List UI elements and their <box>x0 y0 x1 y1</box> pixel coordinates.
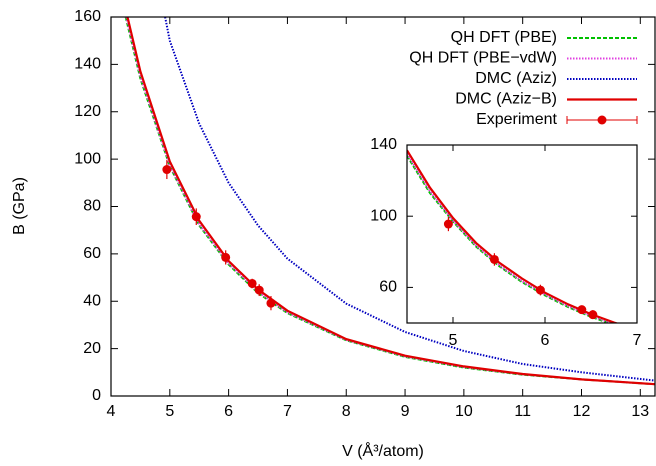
data-point <box>254 285 264 295</box>
y-tick-label: 160 <box>74 8 101 25</box>
y-tick-label: 120 <box>74 103 101 120</box>
legend-label: DMC (Aziz−B) <box>455 91 557 108</box>
x-tick-label: 13 <box>631 403 649 420</box>
curve <box>407 153 615 323</box>
x-tick-label: 6 <box>541 332 550 349</box>
data-point <box>489 254 499 264</box>
y-tick-label: 140 <box>74 56 101 73</box>
x-tick-label: 10 <box>455 403 473 420</box>
y-tick-label: 100 <box>74 150 101 167</box>
y-tick-label: 100 <box>370 207 397 224</box>
x-tick-label: 11 <box>514 403 531 420</box>
inset-background <box>407 145 637 323</box>
data-point <box>191 212 201 222</box>
x-tick-label: 7 <box>633 332 642 349</box>
x-tick-label: 5 <box>165 403 174 420</box>
plot-frame <box>406 144 638 324</box>
data-point <box>535 285 545 295</box>
y-tick-label: 80 <box>83 198 101 215</box>
data-point <box>443 219 453 229</box>
plot-area <box>407 149 620 323</box>
data-point <box>588 310 598 320</box>
data-point <box>221 252 231 262</box>
legend-label: QH DFT (PBE) <box>451 29 557 46</box>
plot-area <box>124 17 655 386</box>
legend-label: QH DFT (PBE−vdW) <box>409 50 557 67</box>
y-tick-label: 40 <box>83 292 101 309</box>
data-point <box>162 165 172 175</box>
y-tick-label: 60 <box>379 279 397 296</box>
y-tick-label: 140 <box>370 136 397 153</box>
curve <box>126 17 655 386</box>
data-point <box>266 298 276 308</box>
data-point <box>577 305 587 315</box>
curve <box>407 149 620 323</box>
x-tick-label: 12 <box>573 403 591 420</box>
curve <box>164 17 655 382</box>
x-tick-label: 4 <box>107 403 116 420</box>
x-axis-label: V (Å³/atom) <box>342 441 424 460</box>
y-tick-label: 20 <box>83 340 101 357</box>
x-tick-label: 5 <box>449 332 458 349</box>
legend-label: DMC (Aziz) <box>475 70 557 87</box>
y-axis-label: B (GPa) <box>11 177 28 235</box>
y-tick-label: 60 <box>83 245 101 262</box>
x-tick-label: 9 <box>401 403 410 420</box>
x-tick-label: 7 <box>283 403 292 420</box>
x-tick-label: 6 <box>224 403 233 420</box>
y-tick-label: 0 <box>92 387 101 404</box>
plot-frame <box>110 16 656 397</box>
legend-sample <box>597 115 607 125</box>
x-tick-label: 8 <box>342 403 351 420</box>
data-point <box>247 278 257 288</box>
legend-label: Experiment <box>476 111 557 128</box>
